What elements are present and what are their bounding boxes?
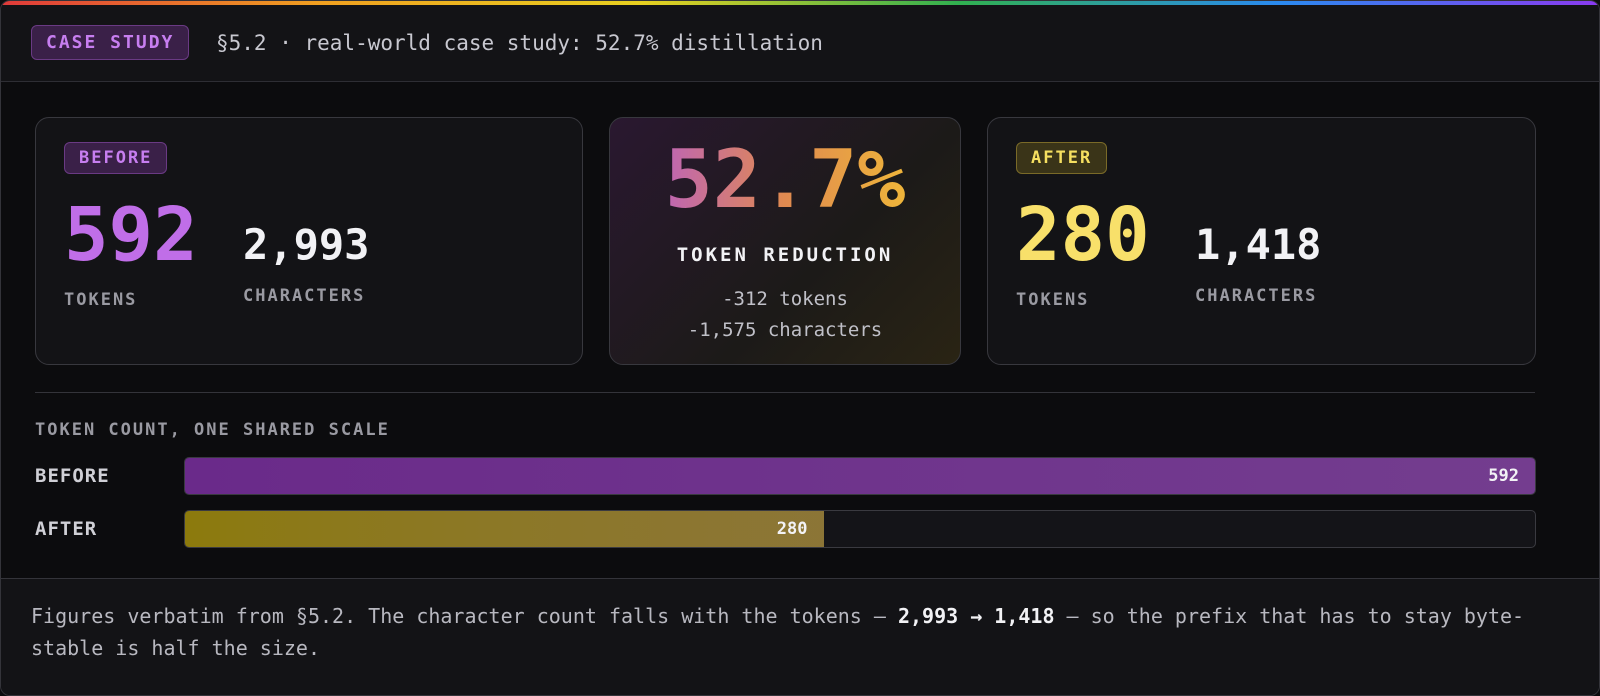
chart-title: TOKEN COUNT, ONE SHARED SCALE: [35, 420, 390, 440]
characters-delta: -1,575 characters: [687, 319, 883, 341]
footer-text: Figures verbatim from §5.2. The characte…: [31, 600, 1531, 664]
before-tokens-label: TOKENS: [64, 290, 138, 310]
before-characters: 2,993: [243, 220, 370, 269]
after-characters: 1,418: [1195, 220, 1322, 269]
bar: [185, 511, 824, 547]
reduction-panel: 52.7% TOKEN REDUCTION -312 tokens -1,575…: [609, 117, 961, 365]
before-badge: BEFORE: [64, 142, 168, 174]
after-characters-label: CHARACTERS: [1195, 286, 1318, 306]
before-characters-label: CHARACTERS: [243, 286, 366, 306]
footer: Figures verbatim from §5.2. The characte…: [1, 578, 1599, 695]
after-tokens: 280: [1016, 192, 1150, 278]
rainbow-strip: [1, 1, 1599, 5]
divider: [35, 392, 1535, 393]
reduction-value: 52.7%: [610, 140, 960, 220]
bar-track: 280: [184, 510, 1536, 548]
bar-category-label: BEFORE: [35, 465, 110, 487]
after-panel: AFTER 280 1,418 TOKENS CHARACTERS: [987, 117, 1536, 365]
bar: [185, 458, 1535, 494]
bar-value-label: 280: [776, 519, 808, 539]
reduction-label: TOKEN REDUCTION: [676, 244, 894, 266]
bar-value-label: 592: [1488, 466, 1519, 486]
bar-category-label: AFTER: [35, 518, 98, 540]
before-tokens: 592: [64, 192, 198, 278]
footer-emphasis: 2,993 → 1,418: [897, 604, 1055, 628]
before-panel: BEFORE 592 2,993 TOKENS CHARACTERS: [35, 117, 583, 365]
footer-text-part: — so the prefix that has to stay byte-st…: [31, 604, 1525, 660]
header-title: §5.2 · real-world case study: 52.7% dist…: [216, 31, 823, 55]
after-tokens-label: TOKENS: [1016, 290, 1090, 310]
tokens-delta: -312 tokens: [722, 288, 848, 310]
header: CASE STUDY §5.2 · real-world case study:…: [1, 5, 1599, 82]
bar-track: 592: [184, 457, 1536, 495]
footer-text-part: Figures verbatim from §5.2. The characte…: [31, 604, 898, 628]
after-badge: AFTER: [1016, 142, 1108, 174]
header-badge: CASE STUDY: [31, 25, 190, 60]
